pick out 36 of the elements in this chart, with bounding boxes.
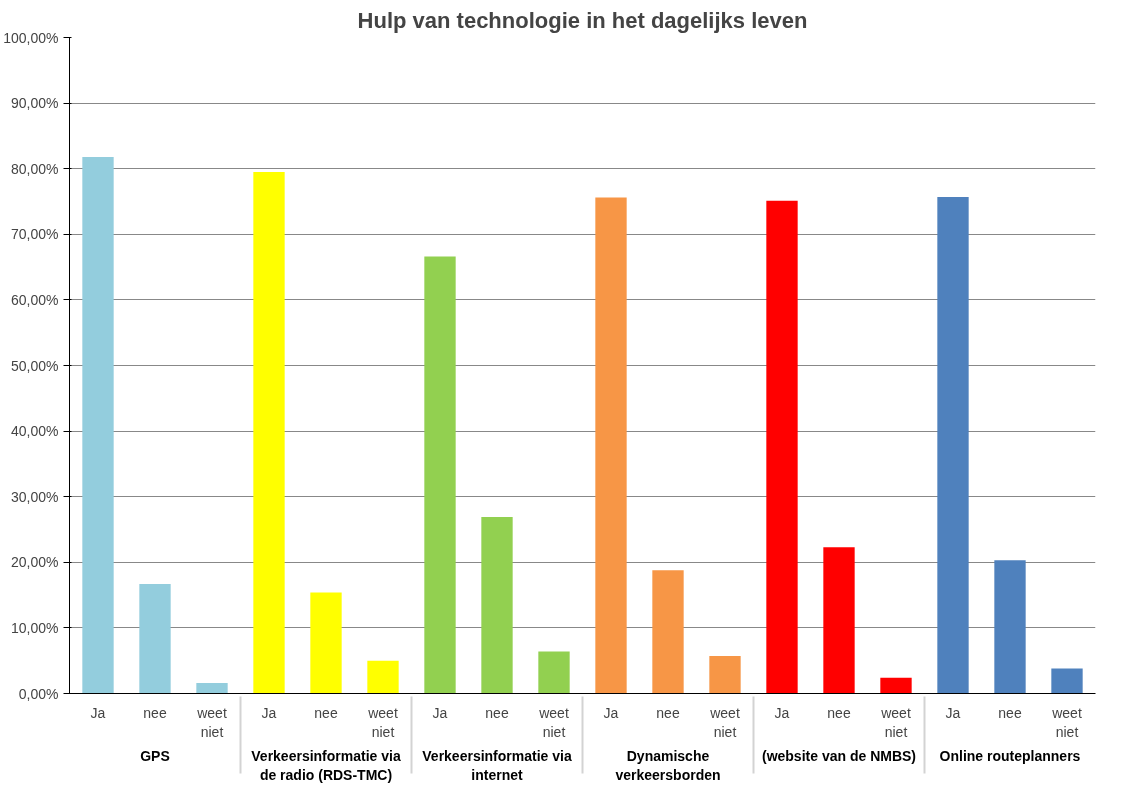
- y-tick-label: 100,00%: [3, 29, 59, 46]
- text: weet niet: [1052, 704, 1082, 740]
- x-tick-label: Dynamische verkeersborden: [615, 747, 721, 783]
- series-label: nee: [143, 704, 167, 721]
- y-tick-label: 40,00%: [11, 423, 59, 440]
- text: Ja: [603, 704, 619, 721]
- series-label: Ja: [90, 704, 106, 721]
- y-tick-label: 0,00%: [18, 685, 59, 702]
- y-tick-label: 90,00%: [11, 95, 59, 112]
- text: weet niet: [368, 704, 398, 740]
- text: weet niet: [881, 704, 911, 740]
- x-tick-label: Verkeersinformatie via internet: [422, 747, 572, 783]
- text: nee: [827, 704, 851, 721]
- series-label: weet niet: [196, 704, 227, 740]
- x-tick-label: Verkeersinformatie via de radio (RDS-TMC): [251, 747, 401, 783]
- chart-title: Hulp van technologie in het dagelijks leven: [357, 7, 808, 33]
- text: nee: [656, 704, 680, 721]
- y-tick-label: 10,00%: [11, 619, 59, 636]
- y-tick-label: 60,00%: [11, 291, 59, 308]
- x-tick-label: GPS: [140, 747, 170, 764]
- text: nee: [998, 704, 1022, 721]
- x-tick-label: Online routeplanners: [939, 747, 1081, 764]
- y-tick-label: 80,00%: [11, 160, 59, 177]
- text: weet niet: [710, 704, 740, 740]
- text: weet niet: [539, 704, 569, 740]
- y-tick-label: 20,00%: [11, 554, 59, 571]
- x-tick-label: (website van de NMBS): [761, 747, 917, 764]
- text: Ja: [432, 704, 448, 721]
- text: Ja: [945, 704, 961, 721]
- text: nee: [485, 704, 509, 721]
- text: Ja: [261, 704, 277, 721]
- y-tick-label: 50,00%: [11, 357, 59, 374]
- y-tick-label: 30,00%: [11, 488, 59, 505]
- y-tick-label: 70,00%: [11, 226, 59, 243]
- text: Ja: [774, 704, 790, 721]
- text: nee: [314, 704, 338, 721]
